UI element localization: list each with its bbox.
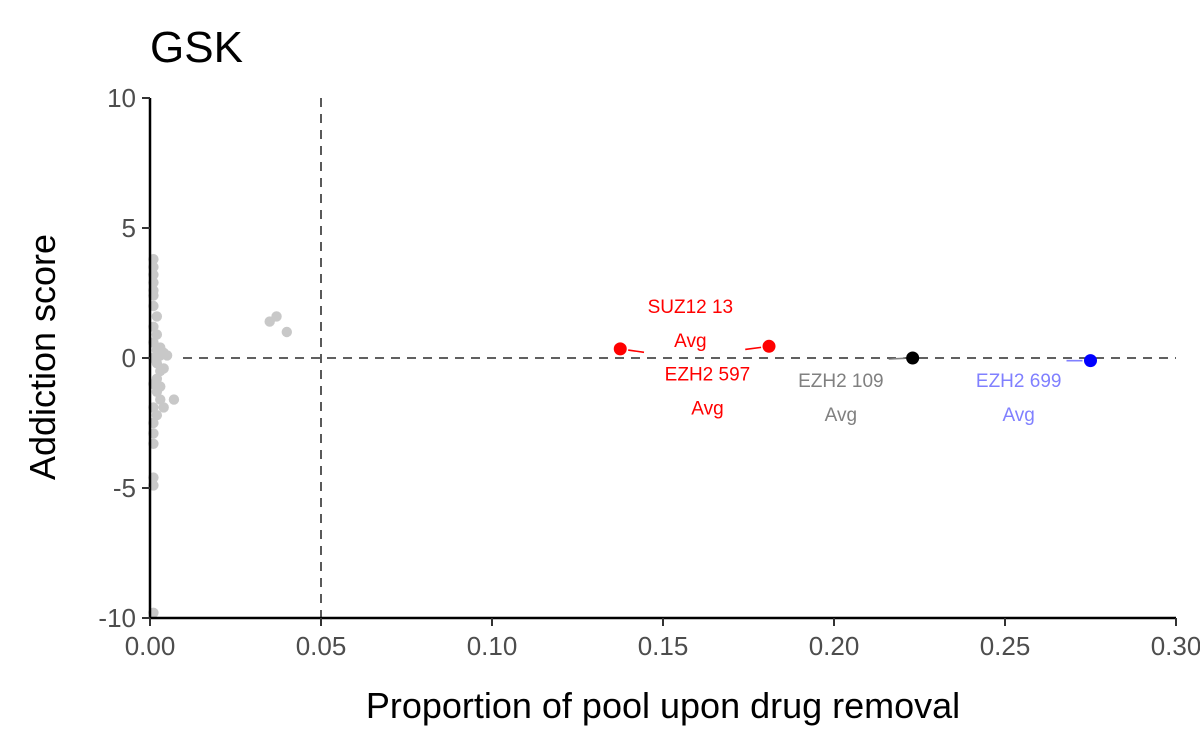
annotation-connector [888, 357, 905, 360]
highlighted-point [1084, 354, 1097, 368]
highlighted-point [613, 342, 627, 356]
x-tick-label: 0.05 [296, 631, 347, 661]
background-point [281, 326, 292, 338]
highlighted-point [906, 351, 920, 365]
y-tick-label: -10 [98, 603, 136, 633]
point-label: Avg [825, 405, 857, 426]
point-annotations: SUZ12 13 Avg EZH2 597 Avg EZH2 109 Avg EZH2 69… [628, 297, 1083, 426]
background-points [148, 254, 292, 618]
point-label: EZH2 109 [798, 371, 884, 392]
chart-title: GSK [150, 23, 243, 72]
x-tick-label: 0.30 [1151, 631, 1200, 661]
x-tick-label: 0.10 [467, 631, 518, 661]
background-point [168, 394, 180, 405]
x-axis-title: Proportion of pool upon drug removal [366, 685, 960, 726]
background-point [155, 342, 166, 353]
highlighted-points [613, 339, 1097, 368]
axes: 0.00 0.05 0.10 0.15 0.20 0.25 0.30 -10 -5 0 5 10 [98, 83, 1200, 661]
annotation-connector [628, 349, 645, 354]
background-point [151, 329, 163, 340]
y-tick-label: 5 [122, 213, 136, 243]
x-tick-label: 0.20 [809, 631, 860, 661]
point-label: EZH2 699 [976, 371, 1062, 392]
point-label: Avg [1002, 405, 1034, 426]
background-point [158, 402, 169, 413]
point-label: EZH2 597 [665, 365, 751, 386]
point-label: SUZ12 13 [648, 297, 734, 318]
background-point [151, 410, 163, 421]
background-point [158, 363, 169, 374]
y-tick-label: 10 [107, 83, 136, 113]
x-tick-label: 0.25 [980, 631, 1031, 661]
background-point [271, 311, 282, 322]
y-tick-label: -5 [113, 473, 136, 503]
point-label: Avg [674, 331, 706, 352]
background-point [151, 311, 163, 322]
reference-lines [183, 98, 1176, 618]
background-point [155, 394, 166, 405]
highlighted-point [762, 339, 776, 353]
x-tick-label: 0.00 [125, 631, 176, 661]
y-tick-label: 0 [122, 343, 136, 373]
x-tick-label: 0.15 [638, 631, 689, 661]
y-axis-title: Addiction score [22, 234, 63, 480]
background-point [155, 381, 166, 392]
annotation-connector [745, 346, 762, 351]
background-point [161, 350, 173, 361]
point-label: Avg [691, 399, 723, 420]
